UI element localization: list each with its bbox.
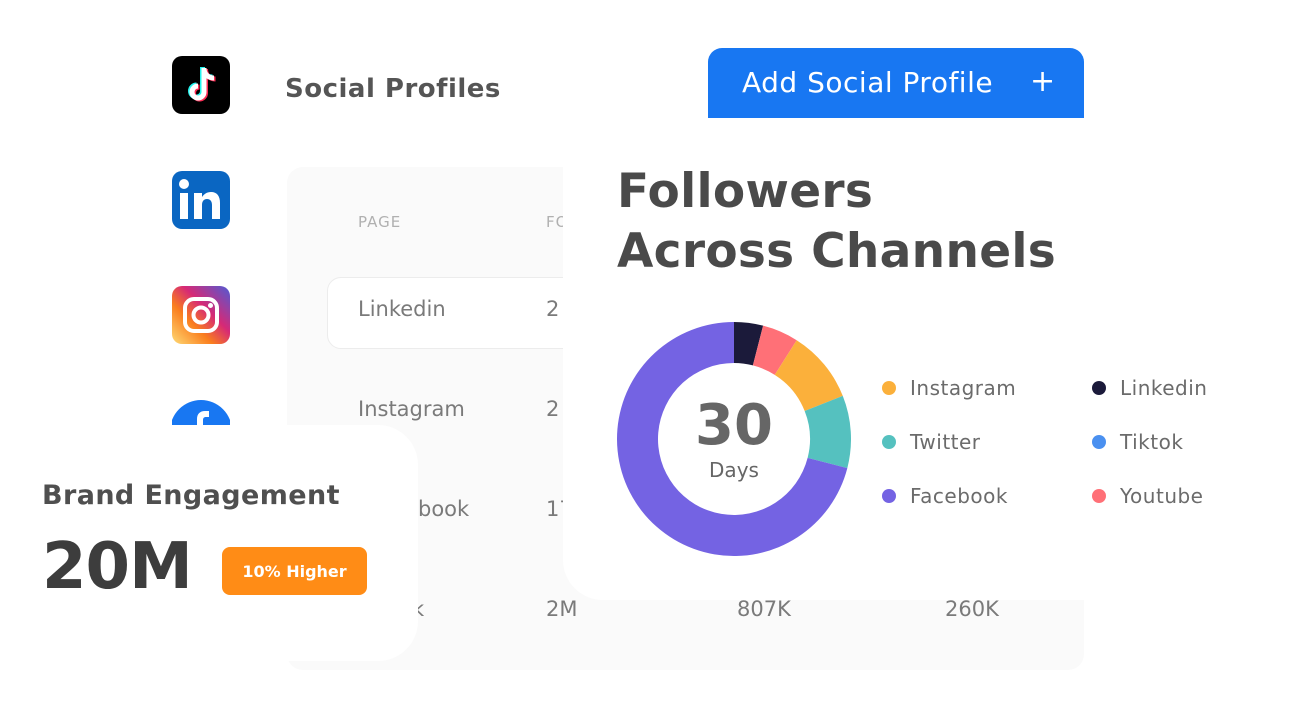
table-header-page: PAGE [358, 213, 402, 231]
legend-label: Instagram [910, 376, 1017, 400]
legend-dot-icon [1092, 381, 1106, 395]
tiktok-icon[interactable] [172, 56, 230, 114]
table-cell-followers: 2 [546, 397, 560, 421]
linkedin-icon[interactable] [172, 171, 230, 229]
legend-dot-icon [882, 435, 896, 449]
legend-item-linkedin: Linkedin [1092, 376, 1207, 400]
legend-item-instagram: Instagram [882, 376, 1016, 400]
table-cell-page: book [418, 497, 470, 521]
legend-label: Youtube [1120, 484, 1204, 508]
plus-icon: + [1030, 64, 1056, 99]
brand-engagement-card [0, 425, 418, 661]
legend-label: Tiktok [1120, 430, 1184, 454]
donut-slice-twitter [804, 395, 851, 469]
engagement-value: 20M [42, 530, 193, 604]
donut-center-label: Days [709, 458, 759, 482]
table-cell-value: 807K [737, 597, 791, 621]
engagement-badge: 10% Higher [222, 547, 367, 595]
donut-slice-linkedin [734, 322, 764, 366]
followers-title-line1: Followers [617, 164, 874, 219]
instagram-icon[interactable] [172, 286, 230, 344]
donut-slice-instagram [774, 340, 843, 412]
legend-item-tiktok: Tiktok [1092, 430, 1183, 454]
legend-item-twitter: Twitter [882, 430, 981, 454]
add-social-profile-button[interactable]: Add Social Profile + [708, 48, 1084, 118]
donut-slice-youtube [752, 325, 797, 375]
table-cell-page: Instagram [358, 397, 465, 421]
legend-item-facebook: Facebook [882, 484, 1008, 508]
legend-label: Facebook [910, 484, 1008, 508]
engagement-title: Brand Engagement [42, 480, 340, 511]
table-cell-page: Linkedin [358, 297, 446, 321]
table-cell-value: 260K [945, 597, 999, 621]
donut-slice-facebook [617, 322, 848, 556]
followers-donut-chart [617, 322, 851, 556]
legend-item-youtube: Youtube [1092, 484, 1204, 508]
donut-center-value: 30 [695, 393, 773, 458]
legend-label: Linkedin [1120, 376, 1208, 400]
facebook-icon[interactable] [172, 400, 230, 426]
table-header-followers: FO [546, 213, 569, 231]
add-button-label: Add Social Profile [742, 66, 994, 99]
table-cell-followers: 2 [546, 297, 560, 321]
legend-dot-icon [882, 381, 896, 395]
legend-dot-icon [882, 489, 896, 503]
legend-label: Twitter [910, 430, 981, 454]
legend-dot-icon [1092, 489, 1106, 503]
followers-title: Followers Across Channels [617, 162, 1056, 282]
followers-title-line2: Across Channels [617, 224, 1057, 279]
social-profiles-title: Social Profiles [285, 74, 501, 104]
table-cell-followers: 2M [546, 597, 578, 621]
legend-dot-icon [1092, 435, 1106, 449]
